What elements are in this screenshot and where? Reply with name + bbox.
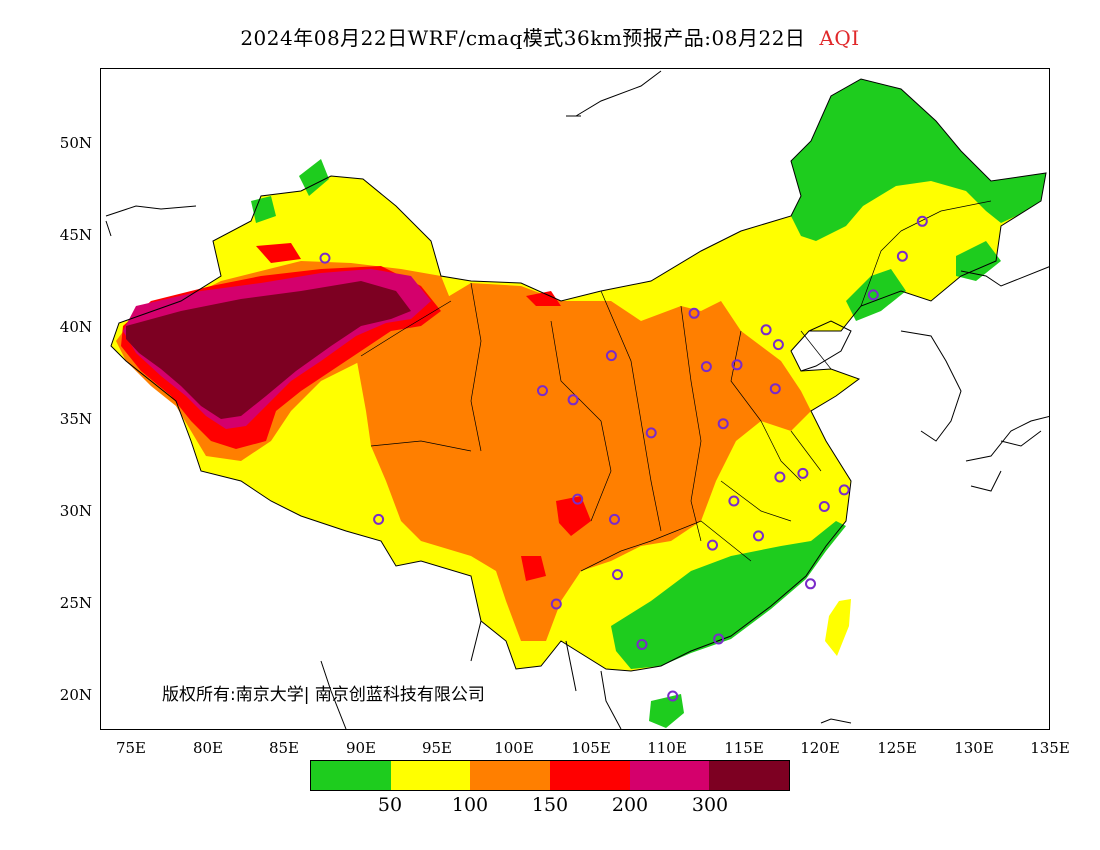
aqi-zone-green-altai — [251, 196, 276, 223]
japan-coast — [965, 415, 1049, 492]
legend-ticks: 50 100 150 200 300 — [0, 794, 1100, 818]
aqi-zone-green-northeast — [791, 79, 1046, 241]
aqi-zone-red-inner-mongolia — [526, 291, 561, 306]
station-marker — [707, 539, 718, 551]
station-marker — [373, 513, 385, 525]
station-marker — [760, 324, 772, 336]
station-marker — [797, 467, 809, 479]
lat-tick-40n: 40N — [59, 318, 92, 336]
station-markers — [319, 215, 928, 702]
station-marker — [609, 513, 620, 525]
legend-swatch-orange — [470, 761, 551, 790]
mongolia-north — [566, 70, 662, 117]
station-marker — [896, 250, 908, 262]
legend-tick-100: 100 — [451, 794, 489, 816]
lon-tick-130e: 130E — [954, 739, 994, 757]
lat-tick-50n: 50N — [59, 134, 92, 152]
station-marker — [572, 493, 584, 505]
legend-swatch-green — [311, 761, 391, 790]
legend-swatch-red — [550, 761, 630, 790]
lon-tick-95e: 95E — [421, 739, 453, 757]
lon-tick-125e: 125E — [877, 739, 917, 757]
legend-swatch-magenta — [629, 761, 710, 790]
aqi-zone-maroon — [126, 281, 411, 419]
aqi-zone-green-north-xj — [299, 159, 329, 196]
lon-tick-110e: 110E — [647, 739, 687, 757]
aqi-zone-taiwan — [825, 599, 851, 656]
lon-tick-105e: 105E — [571, 739, 611, 757]
legend-swatch-yellow — [390, 761, 471, 790]
map-title: 2024年08月22日WRF/cmaq模式36km预报产品:08月22日 AQI — [0, 22, 1100, 51]
station-marker — [772, 339, 784, 351]
title-variable: AQI — [819, 26, 860, 50]
lat-tick-25n: 25N — [59, 594, 92, 612]
station-marker — [700, 361, 712, 373]
lat-tick-20n: 20N — [59, 686, 92, 704]
station-marker — [319, 252, 331, 264]
aqi-zone-green-liaoning — [846, 269, 906, 321]
station-marker — [916, 215, 928, 227]
lon-tick-100e: 100E — [494, 739, 534, 757]
boundaries — [105, 70, 1049, 729]
station-marker — [867, 289, 879, 301]
station-marker — [713, 633, 725, 645]
station-marker — [550, 598, 562, 610]
aqi-zone-orange — [356, 283, 811, 641]
aqi-map[interactable] — [101, 69, 1050, 730]
aqi-zone-green-south — [611, 521, 846, 669]
legend-tick-150: 150 — [531, 794, 569, 816]
aqi-zone-green-jilin — [956, 241, 1001, 281]
lon-tick-135e: 135E — [1030, 739, 1070, 757]
legend-swatch-maroon — [709, 761, 790, 790]
lon-tick-80e: 80E — [192, 739, 224, 757]
lon-tick-90e: 90E — [345, 739, 377, 757]
lat-tick-30n: 30N — [59, 502, 92, 520]
station-marker — [731, 359, 743, 371]
station-marker — [769, 383, 781, 395]
color-legend — [310, 760, 790, 791]
station-marker — [717, 418, 729, 430]
lon-tick-75e: 75E — [115, 739, 147, 757]
station-marker — [612, 569, 623, 581]
aqi-zone-red-sichuan — [556, 496, 591, 536]
aqi-zone-red-yunnan — [521, 556, 546, 581]
copyright-notice: 版权所有:南京大学| 南京创蓝科技有限公司 — [162, 685, 485, 705]
legend-tick-50: 50 — [377, 794, 403, 816]
lon-tick-85e: 85E — [268, 739, 300, 757]
lon-tick-115e: 115E — [724, 739, 764, 757]
china-border — [110, 78, 1047, 672]
station-marker — [818, 501, 830, 512]
lon-tick-120e: 120E — [800, 739, 840, 757]
station-marker — [667, 690, 679, 702]
station-marker — [605, 350, 617, 362]
legend-tick-300: 300 — [691, 794, 729, 816]
station-marker — [636, 639, 648, 650]
station-marker — [728, 495, 740, 507]
province-lines — [360, 200, 992, 572]
station-marker — [753, 530, 764, 542]
station-marker — [537, 385, 548, 397]
title-main: 2024年08月22日WRF/cmaq模式36km预报产品:08月22日 — [240, 26, 806, 50]
station-marker — [567, 394, 579, 406]
station-marker — [688, 307, 700, 319]
kyrgyz-border — [105, 205, 197, 237]
station-marker — [838, 484, 850, 496]
lat-tick-45n: 45N — [59, 226, 92, 244]
aqi-zone-red-east-xj — [256, 243, 301, 263]
bohai-coast — [800, 320, 852, 372]
station-marker — [645, 427, 657, 439]
indochina-coast — [320, 620, 852, 729]
map-panel[interactable] — [100, 68, 1050, 730]
aqi-field — [111, 79, 1046, 728]
lat-tick-35n: 35N — [59, 410, 92, 428]
legend-tick-200: 200 — [611, 794, 649, 816]
station-marker — [774, 471, 786, 483]
aqi-zone-hainan — [649, 694, 684, 728]
station-marker — [805, 578, 816, 590]
korea-coast — [900, 266, 1049, 442]
